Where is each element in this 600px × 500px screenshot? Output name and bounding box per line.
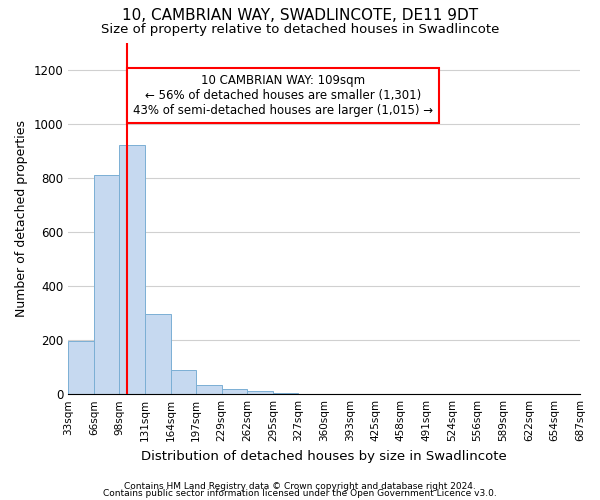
Text: 10 CAMBRIAN WAY: 109sqm
← 56% of detached houses are smaller (1,301)
43% of semi: 10 CAMBRIAN WAY: 109sqm ← 56% of detache… [133, 74, 433, 117]
Text: Contains public sector information licensed under the Open Government Licence v3: Contains public sector information licen… [103, 490, 497, 498]
Bar [119, 146, 145, 394]
Text: 10, CAMBRIAN WAY, SWADLINCOTE, DE11 9DT: 10, CAMBRIAN WAY, SWADLINCOTE, DE11 9DT [122, 8, 478, 22]
Bar [145, 314, 170, 394]
Bar [222, 389, 247, 394]
Y-axis label: Number of detached properties: Number of detached properties [15, 120, 28, 317]
Bar [94, 175, 119, 394]
X-axis label: Distribution of detached houses by size in Swadlincote: Distribution of detached houses by size … [141, 450, 507, 462]
Bar [247, 392, 273, 394]
Bar [196, 384, 222, 394]
Bar [68, 342, 94, 394]
Text: Size of property relative to detached houses in Swadlincote: Size of property relative to detached ho… [101, 22, 499, 36]
Text: Contains HM Land Registry data © Crown copyright and database right 2024.: Contains HM Land Registry data © Crown c… [124, 482, 476, 491]
Bar [170, 370, 196, 394]
